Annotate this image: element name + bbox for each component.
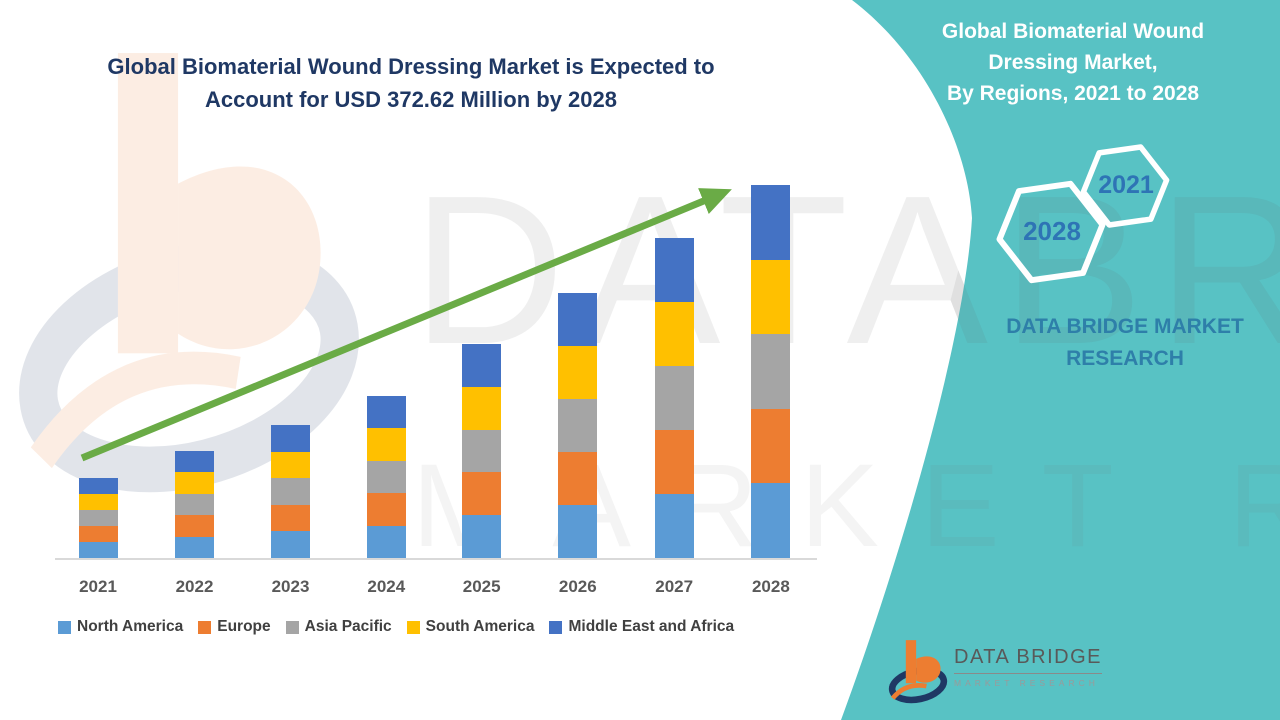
bar-2021 (78, 478, 118, 558)
bar-segment-asia-pacific (654, 366, 694, 430)
bar-2026 (558, 293, 598, 558)
footer-brand-rule (954, 673, 1102, 674)
bar-segment-north-america (462, 515, 502, 558)
hexagon-2028-label: 2028 (1023, 216, 1081, 246)
chart-title: Global Biomaterial Wound Dressing Market… (30, 50, 792, 116)
side-panel-title-line3: By Regions, 2021 to 2028 (946, 82, 1200, 105)
x-axis-label-2027: 2027 (655, 577, 694, 596)
bar-segment-north-america (654, 494, 694, 558)
legend-swatch-icon (549, 620, 563, 634)
bar-segment-north-america (175, 536, 214, 558)
bar-segment-europe (751, 408, 791, 484)
x-axis-label-2021: 2021 (79, 577, 117, 596)
x-axis-label-2024: 2024 (367, 577, 406, 596)
bar-segment-middle-east-and-africa (366, 396, 406, 429)
footer-brand-name: DATA BRIDGE (954, 646, 1103, 668)
x-axis-label-2023: 2023 (271, 577, 310, 596)
legend-item-south-america: South America (406, 618, 535, 636)
x-axis-line (55, 558, 817, 560)
bar-segment-europe (366, 493, 406, 526)
footer-brand-subtitle: MARKET RESEARCH (954, 678, 1099, 688)
side-panel-title: Global Biomaterial Wound Dressing Market… (890, 16, 1256, 109)
bar-segment-south-america (175, 472, 214, 494)
bar-segment-middle-east-and-africa (751, 185, 791, 260)
legend-item-middle-east-and-africa: Middle East and Africa (549, 618, 734, 636)
bar-segment-europe (654, 430, 694, 494)
bar-segment-south-america (462, 386, 502, 430)
bar-2028 (751, 185, 791, 558)
bar-segment-asia-pacific (751, 334, 791, 409)
x-axis-label-2028: 2028 (751, 577, 790, 596)
brand-text-line1: DATA BRIDGE MARKET (1006, 315, 1244, 338)
legend-swatch-icon (285, 620, 299, 634)
x-axis-label-2025: 2025 (462, 577, 501, 596)
bar-segment-south-america (271, 451, 310, 479)
bar-2024 (366, 396, 406, 558)
bar-segment-asia-pacific (462, 429, 502, 473)
bar-segment-asia-pacific (558, 399, 598, 452)
bar-segment-south-america (558, 346, 598, 399)
legend-label: Europe (217, 618, 271, 635)
bar-segment-south-america (751, 259, 791, 335)
bar-segment-asia-pacific (78, 510, 118, 526)
bar-segment-europe (462, 472, 502, 516)
bar-segment-europe (175, 515, 214, 537)
bar-segment-south-america (366, 428, 406, 461)
bar-segment-north-america (751, 483, 791, 558)
legend-label: North America (77, 618, 184, 635)
legend-label: Asia Pacific (304, 618, 392, 635)
legend-item-europe: Europe (198, 618, 271, 636)
chart-title-line1: Global Biomaterial Wound Dressing Market… (107, 54, 715, 79)
side-panel-title-line1: Global Biomaterial Wound (941, 20, 1205, 43)
footer-logo: DATA BRIDGE MARKET RESEARCH (882, 632, 1182, 714)
bar-segment-europe (558, 452, 598, 505)
bar-segment-north-america (558, 505, 598, 558)
legend-label: South America (425, 618, 535, 635)
x-axis-label-2026: 2026 (558, 577, 597, 596)
side-panel-title-line2: Dressing Market, (988, 51, 1158, 74)
bar-segment-europe (78, 526, 118, 542)
chart-title-line2: Account for USD 372.62 Million by 2028 (204, 87, 617, 112)
legend-label: Middle East and Africa (568, 618, 735, 635)
bar-segment-north-america (271, 531, 310, 558)
bar-segment-south-america (78, 494, 118, 510)
bar-segment-south-america (654, 302, 694, 366)
bar-segment-north-america (78, 542, 118, 558)
side-panel-brand-text: DATA BRIDGE MARKET RESEARCH (962, 311, 1280, 375)
bar-segment-asia-pacific (271, 478, 310, 505)
bar-2022 (175, 451, 214, 558)
bar-segment-asia-pacific (366, 460, 406, 494)
bar-segment-middle-east-and-africa (462, 344, 502, 387)
legend-swatch-icon (198, 620, 212, 634)
bar-segment-middle-east-and-africa (271, 425, 310, 452)
bar-segment-north-america (366, 525, 406, 558)
bar-segment-middle-east-and-africa (654, 238, 694, 302)
legend-swatch-icon (58, 620, 71, 634)
bar-segment-middle-east-and-africa (558, 293, 598, 346)
bar-2023 (271, 425, 310, 558)
legend-swatch-icon (406, 620, 420, 634)
chart-legend: North America Europe Asia Pacific South Ame… (58, 618, 734, 636)
bar-segment-asia-pacific (175, 493, 214, 516)
bar-segment-europe (271, 504, 310, 532)
bar-2027 (654, 238, 694, 558)
hexagon-2021-label: 2021 (1098, 171, 1154, 199)
x-axis-label-2022: 2022 (175, 577, 214, 596)
bar-segment-middle-east-and-africa (78, 478, 118, 494)
legend-item-north-america: North America (58, 618, 183, 636)
bar-segment-middle-east-and-africa (175, 451, 214, 473)
bar-2025 (462, 344, 502, 558)
legend-item-asia-pacific: Asia Pacific (285, 618, 392, 636)
brand-text-line2: RESEARCH (1066, 347, 1184, 370)
data-bridge-logo-icon (888, 637, 948, 707)
